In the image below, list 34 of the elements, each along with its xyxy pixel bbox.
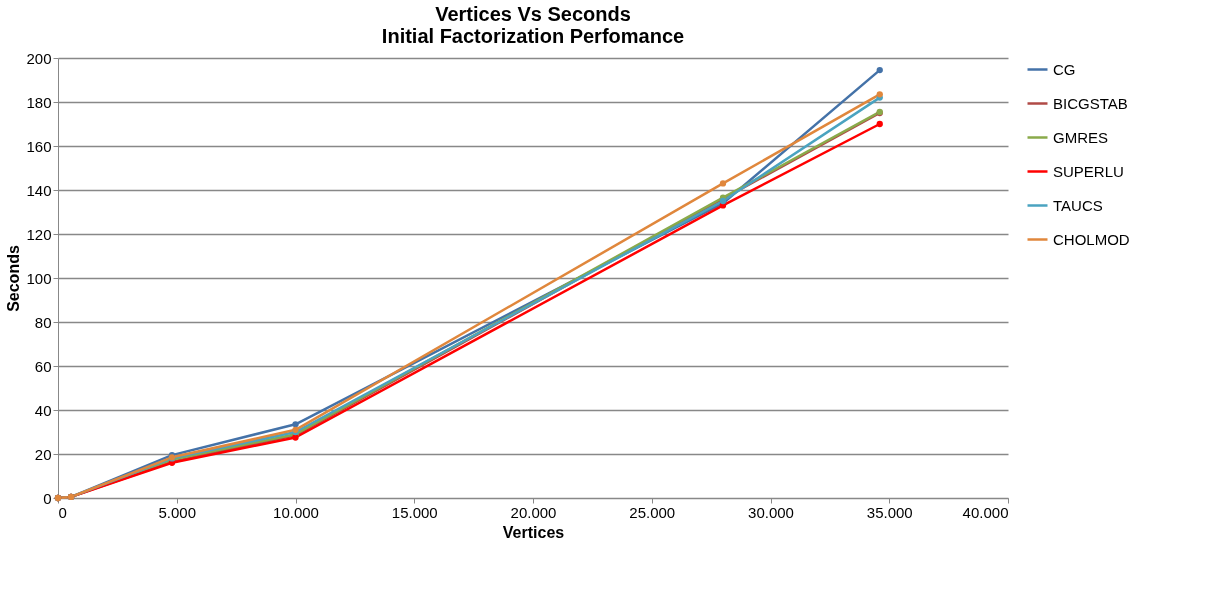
y-axis-title: Seconds [5, 245, 23, 312]
text: Initial Factorization Perfomance [381, 25, 685, 47]
point [876, 120, 883, 128]
x-tick-label: 35.000 [866, 503, 913, 521]
y-tick-label: 40 [34, 401, 52, 419]
x-tick-label: 40.000 [962, 503, 1009, 521]
x-tick-label: 0 [58, 503, 67, 521]
legend-label: SUPERLU [1053, 162, 1124, 180]
x-tick-label: 10.000 [273, 503, 319, 521]
x-tick-label: 5.000 [158, 503, 197, 521]
point [292, 421, 299, 428]
x-tick-label: 15.000 [391, 503, 438, 521]
x-tick-label: 30.000 [748, 503, 794, 521]
point [876, 66, 883, 74]
legend-label: CG [1053, 60, 1076, 78]
x-tick-label: 25.000 [629, 503, 676, 521]
y-tick-label: 180 [26, 93, 52, 111]
y-tick-label: 20 [34, 445, 52, 463]
point [719, 180, 727, 187]
x-tick-label: 20.000 [510, 503, 557, 521]
y-tick-label: 140 [26, 181, 52, 199]
legend-label: CHOLMOD [1053, 230, 1130, 248]
legend-label: TAUCS [1053, 196, 1103, 214]
y-tick-label: 200 [26, 49, 52, 67]
legend-label: GMRES [1053, 128, 1109, 146]
y-tick-label: 100 [26, 269, 52, 287]
legend-label: BICGSTAB [1053, 94, 1128, 112]
y-tick-label: 120 [26, 225, 52, 243]
y-tick-label: 160 [26, 137, 52, 155]
y-tick-label: 60 [34, 357, 52, 375]
x-axis-title: Vertices [502, 523, 565, 541]
y-tick-label: 0 [43, 489, 52, 507]
y-tick-label: 80 [34, 313, 52, 331]
text: Vertices Vs Seconds [435, 3, 631, 25]
